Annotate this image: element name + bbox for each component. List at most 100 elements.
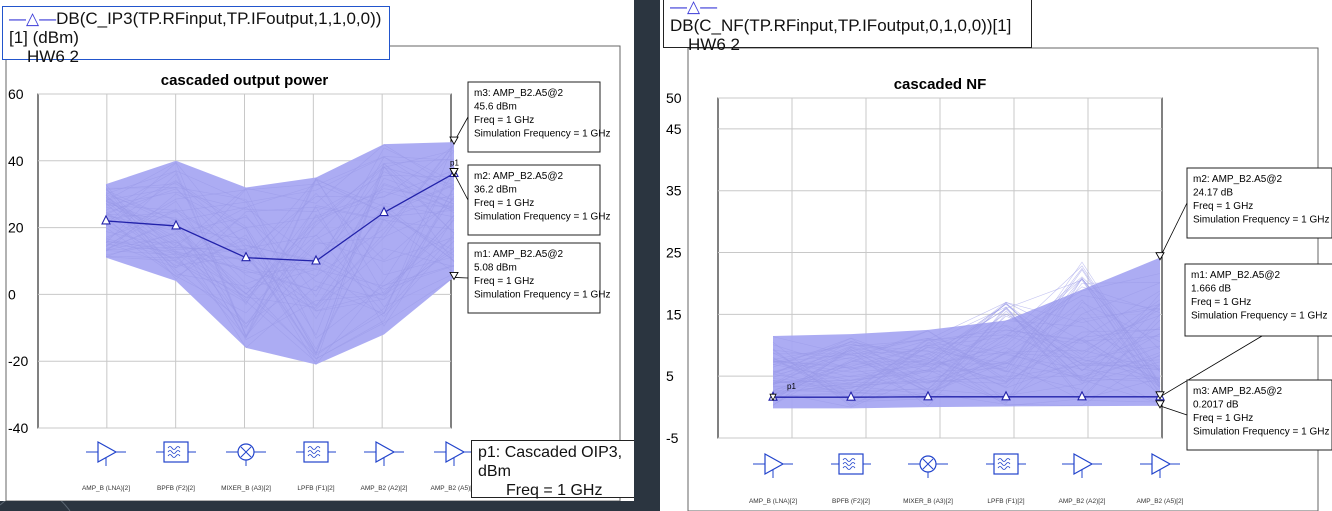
monte-carlo-trace (772, 361, 1161, 397)
marker-box-m3[interactable]: m3: AMP_B2.A5@2 0.2017 dB Freq = 1 GHz Simu… (1186, 379, 1332, 451)
data-point (101, 214, 111, 225)
triangle-marker-icon: —△— (670, 0, 718, 16)
marker-triangle (449, 168, 459, 177)
monte-carlo-trace (772, 265, 1161, 399)
monte-carlo-trace (105, 236, 455, 325)
stage-label: MIXER_B (A3)[2] (903, 498, 953, 505)
marker-box-frame (1186, 379, 1332, 451)
data-point (923, 390, 933, 401)
p1-marker-label: p1 (450, 158, 459, 167)
monte-carlo-trace (772, 293, 1161, 396)
marker-box-text: Simulation Frequency = 1 GHz (474, 212, 610, 223)
monte-carlo-trace (105, 187, 455, 327)
nf-chart-svg: cascaded NF -5 5 15 25 35 45 50 p1 m2: AMP_B2.A5@… (666, 47, 1332, 511)
y-tick-label: 45 (666, 121, 682, 137)
monte-carlo-trace (772, 282, 1161, 384)
legend-dataset: HW6 2 (688, 35, 740, 54)
stage-label: AMP_B2 (A5)[2] (1137, 498, 1184, 505)
monte-carlo-trace (772, 320, 1161, 407)
marker-box-text: Simulation Frequency = 1 GHz (1191, 311, 1327, 322)
oip3-chart-svg: cascaded output power -40 -20 0 20 40 60 p1 m3: … (5, 45, 621, 501)
triangle-marker-icon: —△— (9, 9, 57, 28)
monte-carlo-trace (105, 208, 455, 307)
y-tick-label: 0 (8, 286, 16, 302)
amplifier-icon (445, 440, 466, 464)
stage-label: AMP_B2 (A5)[2] (431, 485, 478, 492)
amplifier-icon (1073, 452, 1094, 476)
marker-triangle (449, 136, 459, 146)
stage-1 (156, 441, 196, 463)
stage-0 (86, 440, 126, 466)
marker-triangle (1155, 400, 1165, 409)
data-point (1001, 390, 1011, 401)
marker-box-text: 36.2 dBm (474, 185, 517, 196)
data-point (1077, 390, 1087, 401)
monte-carlo-trace (105, 143, 455, 349)
marker-box-text: m2: AMP_B2.A5@2 (474, 171, 564, 182)
monte-carlo-trace (772, 306, 1161, 392)
marker-box-text: Simulation Frequency = 1 GHz (1193, 427, 1329, 438)
y-tick-label: 40 (8, 153, 24, 169)
marker-box-frame (467, 242, 601, 314)
marker-box-text: Freq = 1 GHz (1191, 297, 1251, 308)
marker-box-m3[interactable]: m3: AMP_B2.A5@2 45.6 dBm Freq = 1 GHz Simul… (467, 81, 610, 153)
mixer-cross (922, 458, 934, 470)
monte-carlo-trace (772, 345, 1161, 396)
marker-box-frame (1186, 167, 1332, 239)
p1-marker (769, 393, 777, 402)
y-tick-label: 15 (666, 306, 682, 322)
monte-carlo-trace (105, 170, 455, 337)
stage-2 (908, 455, 948, 478)
monte-carlo-trace (105, 156, 455, 324)
legend-dataset: HW6 2 (27, 47, 79, 66)
p1-annotation-line1: p1: Cascaded OIP3, dBm (478, 444, 623, 480)
data-point (846, 390, 856, 401)
marker-box-text: Simulation Frequency = 1 GHz (1193, 215, 1329, 226)
marker-box-m2[interactable]: m2: AMP_B2.A5@2 36.2 dBm Freq = 1 GHz Simul… (467, 164, 610, 236)
monte-carlo-trace (772, 306, 1161, 399)
y-tick-label: 5 (666, 368, 674, 384)
monte-carlo-trace (772, 329, 1161, 386)
marker-box-text: m3: AMP_B2.A5@2 (1193, 386, 1283, 397)
legend-box[interactable]: —△—DB(C_NF(TP.RFinput,TP.IFoutput,0,1,0,… (663, 0, 1032, 54)
chart-title: cascaded output power (161, 72, 329, 89)
marker-box-m1[interactable]: m1: AMP_B2.A5@2 5.08 dBm Freq = 1 GHz Simul… (467, 242, 610, 314)
marker-box-text: m3: AMP_B2.A5@2 (474, 88, 564, 99)
monte-carlo-trace (772, 308, 1161, 396)
monte-carlo-trace (105, 193, 455, 354)
monte-carlo-trace (105, 144, 455, 306)
p1-annotation[interactable]: p1: Cascaded OIP3, dBm Freq = 1 GHz (471, 440, 634, 499)
marker-box-text: 24.17 dB (1193, 188, 1233, 199)
stage-label: AMP_B (LNA)[2] (749, 498, 797, 505)
marker-box-m1[interactable]: m1: AMP_B2.A5@2 1.666 dB Freq = 1 GHz Simul… (1184, 263, 1332, 337)
marker-box-text: 1.666 dB (1191, 284, 1231, 295)
monte-carlo-trace (772, 310, 1161, 390)
stage-label: AMP_B2 (A2)[2] (1059, 498, 1106, 505)
monte-carlo-trace (105, 173, 455, 338)
monte-carlo-trace (772, 302, 1161, 408)
marker-box-text: 0.2017 dB (1193, 400, 1239, 411)
monte-carlo-trace (772, 279, 1161, 395)
marker-leader-line (1159, 335, 1263, 398)
monte-carlo-trace (105, 180, 455, 263)
data-point (171, 219, 181, 230)
monte-carlo-trace (105, 217, 455, 350)
chart-title: cascaded NF (894, 76, 987, 93)
monte-carlo-trace (772, 302, 1161, 398)
y-tick-label: 60 (8, 86, 24, 102)
stage-label: BPFB (F2)[2] (832, 498, 870, 505)
marker-leader-line (453, 277, 469, 279)
monte-carlo-traces (772, 261, 1161, 408)
legend-box[interactable]: —△—DB(C_IP3(TP.RFinput,TP.IFoutput,1,1,0… (2, 6, 390, 66)
marker-box-m2[interactable]: m2: AMP_B2.A5@2 24.17 dB Freq = 1 GHz Simul… (1186, 167, 1332, 239)
data-point (379, 206, 389, 217)
monte-carlo-trace (105, 162, 455, 336)
y-tick-label: 35 (666, 183, 682, 199)
marker-box-text: Freq = 1 GHz (1193, 201, 1253, 212)
marker-box-text: Freq = 1 GHz (474, 276, 534, 287)
stage-label: BPFB (F2)[2] (157, 485, 195, 492)
nf-chart-panel: cascaded NF -5 5 15 25 35 45 50 p1 m2: AMP_B2.A5@… (660, 0, 1332, 511)
marker-leader-line (453, 173, 469, 201)
filter-symbol (997, 458, 1011, 470)
marker-leader-line (1159, 202, 1188, 258)
